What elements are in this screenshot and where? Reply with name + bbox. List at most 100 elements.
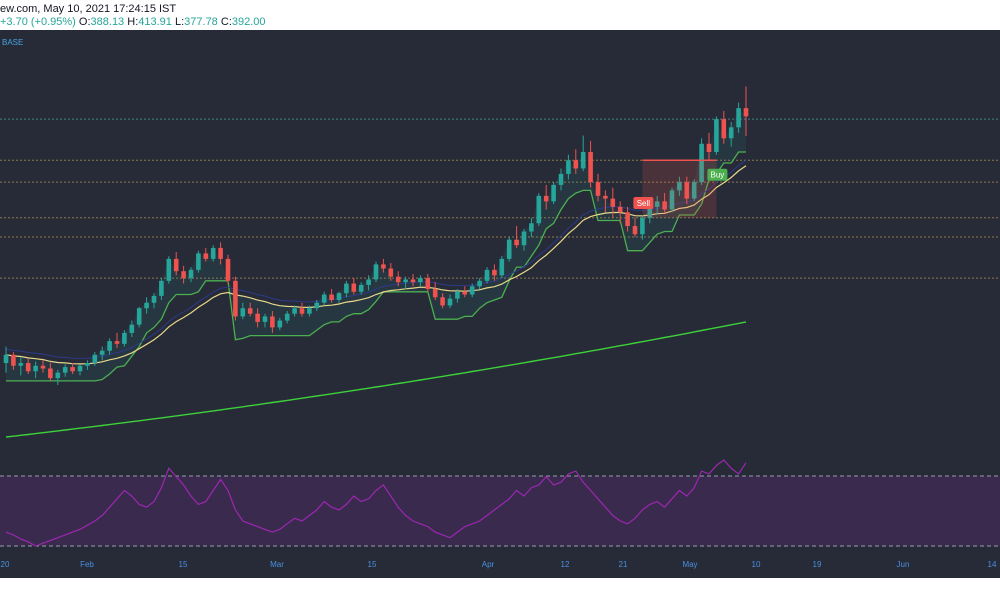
candle-body (122, 332, 127, 344)
candle-body (691, 182, 697, 199)
candle-body (33, 365, 38, 372)
chart-footer (0, 578, 1000, 600)
candle-body (580, 152, 586, 169)
candle-body (255, 313, 260, 322)
sell-label: Sell (637, 199, 651, 208)
candle-body (677, 182, 682, 191)
candle-body (506, 239, 512, 259)
candle-body (240, 308, 246, 317)
candle-body (11, 354, 16, 366)
baseline-line (5, 159, 747, 359)
candle-body (432, 289, 438, 298)
candle-body (440, 297, 445, 306)
candle-body (159, 280, 164, 296)
candle-body (640, 217, 645, 235)
candle-body (181, 271, 186, 279)
candle-body (603, 195, 608, 199)
candle-body (373, 264, 379, 280)
fast-ma-line (5, 165, 747, 365)
rsi-line (5, 459, 747, 547)
candle-body (99, 350, 105, 355)
x-tick-label: 15 (179, 560, 188, 569)
x-tick-label: 10 (752, 560, 761, 569)
level-lines (0, 118, 1000, 279)
candle-body (536, 195, 542, 224)
candle-body (521, 231, 527, 246)
candle-body (270, 316, 275, 328)
candle-body (3, 354, 9, 364)
candle-body (728, 127, 734, 139)
signal-markers: Sell Buy (633, 159, 728, 218)
candle-body (144, 302, 149, 309)
candle-body (107, 341, 112, 351)
candle-body (706, 143, 712, 152)
candle-body (336, 293, 342, 300)
price-chart[interactable]: BASE Sell Buy 20 Feb 15 Mar 15 Apr 12 21 May 10 19 J… (0, 30, 1000, 578)
candle-body (484, 269, 490, 281)
slow-ma-line (5, 321, 747, 438)
candle-body (455, 291, 460, 299)
candle-body (92, 354, 98, 364)
candle-body (358, 284, 364, 292)
candle-body (418, 278, 423, 283)
x-tick-label: 20 (1, 560, 10, 569)
candle-body (617, 206, 623, 213)
candle-body (743, 108, 749, 117)
candle-body (366, 279, 371, 285)
header-line-1: ew.com, May 10, 2021 17:24:15 IST (0, 3, 176, 15)
chart-header: ew.com, May 10, 2021 17:24:15 IST +3.70 … (0, 0, 1000, 30)
candle-body (25, 363, 31, 372)
indicator-lines (5, 151, 747, 438)
candle-body (736, 108, 741, 128)
buy-marker (707, 168, 728, 181)
candle-body (499, 258, 505, 276)
rsi-series (5, 459, 747, 547)
candle-body (136, 308, 142, 325)
candle-body (299, 308, 305, 314)
candle-body (70, 367, 75, 372)
candle-body (492, 269, 497, 276)
candle-body (203, 253, 209, 259)
candles (3, 86, 749, 385)
x-tick-label: Apr (482, 560, 495, 569)
candle-body (114, 341, 120, 344)
high-value: 413.91 (138, 16, 172, 28)
x-tick-label: Mar (270, 560, 284, 569)
open-label: O: (78, 16, 91, 28)
exchange-label: BASE (2, 38, 23, 47)
candle-body (284, 313, 290, 321)
candle-body (40, 365, 46, 369)
candle-body (77, 365, 83, 372)
candle-body (233, 280, 238, 317)
candle-body (699, 143, 704, 183)
candle-body (85, 363, 90, 366)
candle-body (684, 182, 690, 199)
low-label: L: (174, 16, 185, 28)
candle-body (573, 160, 579, 169)
candle-body (48, 368, 53, 379)
candle-body (351, 283, 357, 292)
candle-body (566, 160, 571, 174)
trailing-stop-line (6, 151, 746, 382)
x-tick-label: May (682, 560, 697, 569)
x-tick-label: Feb (80, 560, 94, 569)
candle-body (329, 294, 334, 300)
candle-body (55, 372, 61, 379)
candle-body (477, 280, 482, 287)
x-tick-label: 15 (368, 560, 377, 569)
candle-body (647, 206, 653, 218)
candle-body (188, 269, 194, 279)
x-tick-label: 21 (619, 560, 628, 569)
candle-body (292, 308, 297, 314)
high-label: H: (127, 16, 139, 28)
candle-body (381, 264, 386, 269)
rsi-band (0, 476, 1000, 546)
candle-body (654, 201, 660, 207)
candle-body (321, 294, 327, 303)
candle-body (714, 119, 719, 152)
candle-body (625, 212, 630, 226)
buy-label: Buy (711, 171, 725, 180)
candle-body (247, 308, 253, 314)
candle-body (551, 184, 556, 202)
candle-body (395, 276, 401, 283)
